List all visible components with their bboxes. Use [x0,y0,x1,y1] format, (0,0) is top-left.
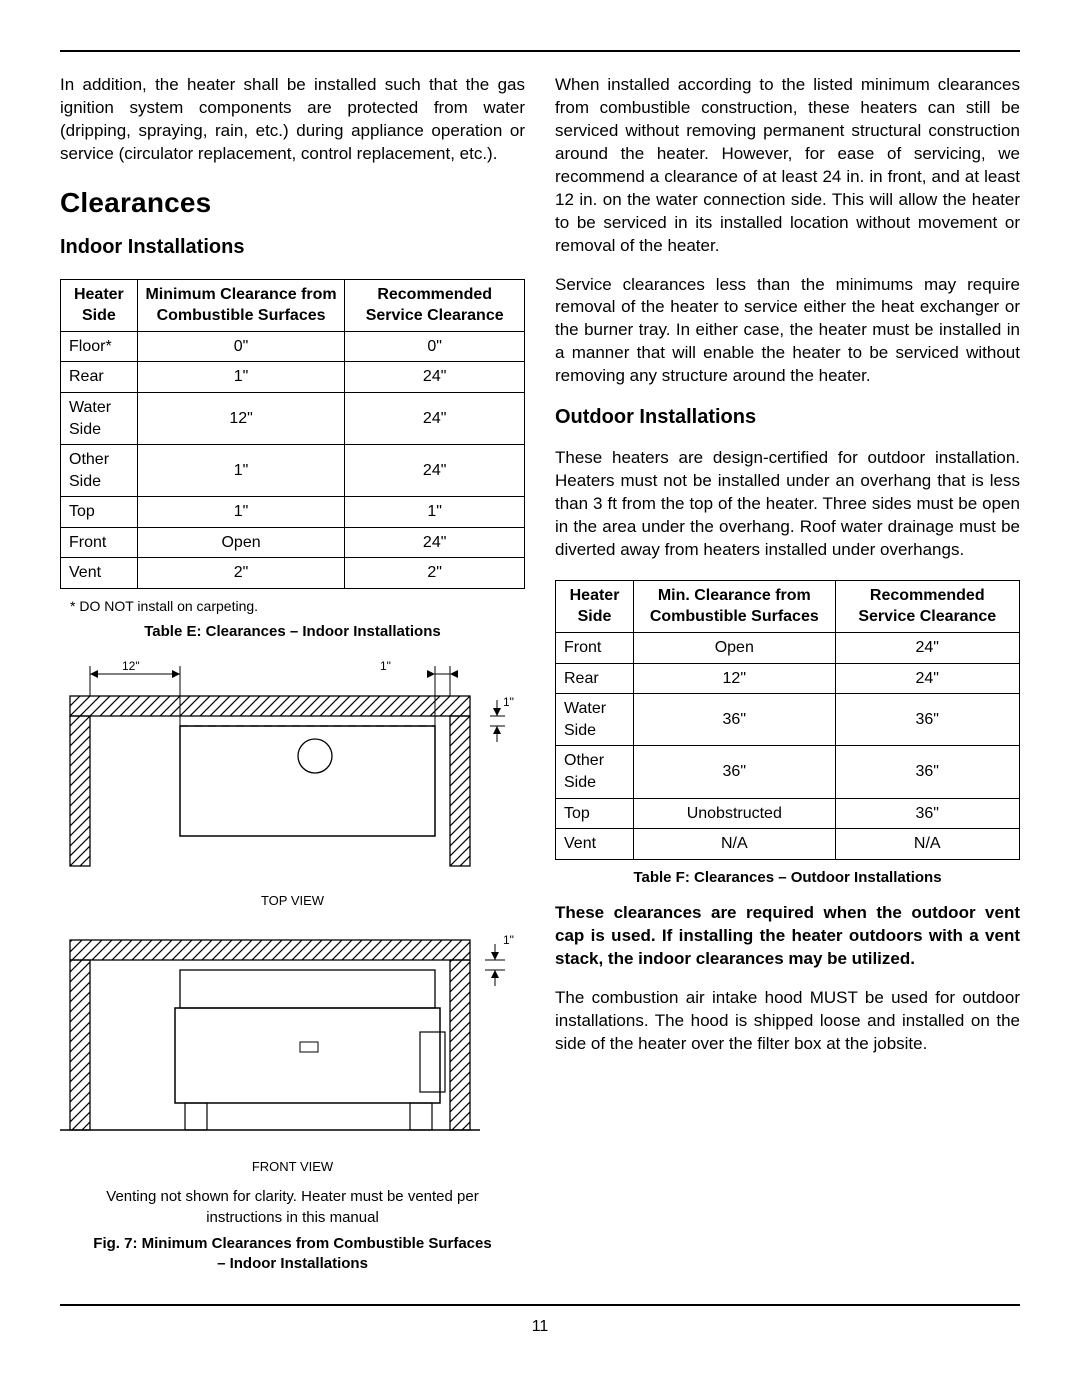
table-cell: Top [556,798,634,829]
right-p3: These heaters are design-certified for o… [555,447,1020,562]
table-cell: 24" [345,362,525,393]
table-cell: 24" [345,527,525,558]
table-cell: 24" [345,392,525,444]
table-cell: Front [556,633,634,664]
table-row: Top1"1" [61,497,525,528]
table-cell: 36" [634,694,835,746]
table-row: TopUnobstructed36" [556,798,1020,829]
table-cell: 0" [345,331,525,362]
table-cell: N/A [835,829,1020,860]
left-column: In addition, the heater shall be install… [60,74,525,1274]
front-view-label: FRONT VIEW [60,1158,525,1176]
table-cell: 12" [634,663,835,694]
table-row: FrontOpen24" [61,527,525,558]
table-row: Water Side36"36" [556,694,1020,746]
table-cell: Unobstructed [634,798,835,829]
table-cell: 1" [345,497,525,528]
clearances-heading: Clearances [60,184,525,222]
dim-1b: 1" [503,695,514,709]
bottom-rule [60,1304,1020,1306]
table-cell: 1" [137,497,345,528]
dim-1a: 1" [380,659,391,673]
top-view-diagram: 12" 1" 1" [60,656,525,886]
indoor-table: Heater Side Minimum Clearance from Combu… [60,279,525,590]
table-cell: Vent [556,829,634,860]
table-cell: 1" [137,362,345,393]
intro-paragraph: In addition, the heater shall be install… [60,74,525,166]
table-e-caption: Table E: Clearances – Indoor Installatio… [60,622,525,642]
page-number: 11 [60,1316,1020,1338]
table-f-caption: Table F: Clearances – Outdoor Installati… [555,868,1020,888]
table-cell: 36" [634,746,835,798]
bold-note: These clearances are required when the o… [555,902,1020,971]
table-cell: 0" [137,331,345,362]
th-rec-service: Recommended Service Clearance [345,279,525,331]
figure-caption: Fig. 7: Minimum Clearances from Combusti… [90,1234,495,1275]
table-row: Rear1"24" [61,362,525,393]
outdoor-heading: Outdoor Installations [555,404,1020,431]
table-cell: Front [61,527,138,558]
table-cell: 24" [835,633,1020,664]
th-min-clearance: Minimum Clearance from Combustible Surfa… [137,279,345,331]
table-cell: Other Side [61,445,138,497]
th2-min-clearance: Min. Clearance from Combustible Surfaces [634,580,835,632]
table-cell: Rear [556,663,634,694]
right-column: When installed according to the listed m… [555,74,1020,1274]
table-cell: 12" [137,392,345,444]
table-row: Other Side36"36" [556,746,1020,798]
table-cell: Water Side [556,694,634,746]
table-cell: 36" [835,746,1020,798]
table-cell: 1" [137,445,345,497]
indoor-footnote: * DO NOT install on carpeting. [70,597,525,616]
table-cell: Rear [61,362,138,393]
table-cell: N/A [634,829,835,860]
table-cell: Vent [61,558,138,589]
right-p2: Service clearances less than the minimum… [555,274,1020,389]
figure-note: Venting not shown for clarity. Heater mu… [80,1187,505,1228]
table-cell: 36" [835,798,1020,829]
table-cell: Open [137,527,345,558]
th2-rec-service: Recommended Service Clearance [835,580,1020,632]
table-cell: Open [634,633,835,664]
top-rule [60,50,1020,52]
table-cell: 2" [345,558,525,589]
outdoor-table: Heater Side Min. Clearance from Combusti… [555,580,1020,860]
table-cell: Water Side [61,392,138,444]
th-heater-side: Heater Side [61,279,138,331]
right-p4: The combustion air intake hood MUST be u… [555,987,1020,1056]
top-view-label: TOP VIEW [60,892,525,910]
table-row: Water Side12"24" [61,392,525,444]
table-cell: 24" [835,663,1020,694]
table-row: Rear12"24" [556,663,1020,694]
table-cell: Floor* [61,331,138,362]
dim-12: 12" [122,659,140,673]
table-row: VentN/AN/A [556,829,1020,860]
table-row: Other Side1"24" [61,445,525,497]
table-cell: Other Side [556,746,634,798]
table-row: Floor*0"0" [61,331,525,362]
table-row: Vent2"2" [61,558,525,589]
table-cell: 24" [345,445,525,497]
dim-1c: 1" [503,933,514,947]
front-view-diagram: 1" [60,922,525,1152]
table-cell: Top [61,497,138,528]
th2-heater-side: Heater Side [556,580,634,632]
table-cell: 36" [835,694,1020,746]
indoor-heading: Indoor Installations [60,234,525,261]
content-columns: In addition, the heater shall be install… [60,74,1020,1274]
table-row: FrontOpen24" [556,633,1020,664]
right-p1: When installed according to the listed m… [555,74,1020,258]
table-cell: 2" [137,558,345,589]
